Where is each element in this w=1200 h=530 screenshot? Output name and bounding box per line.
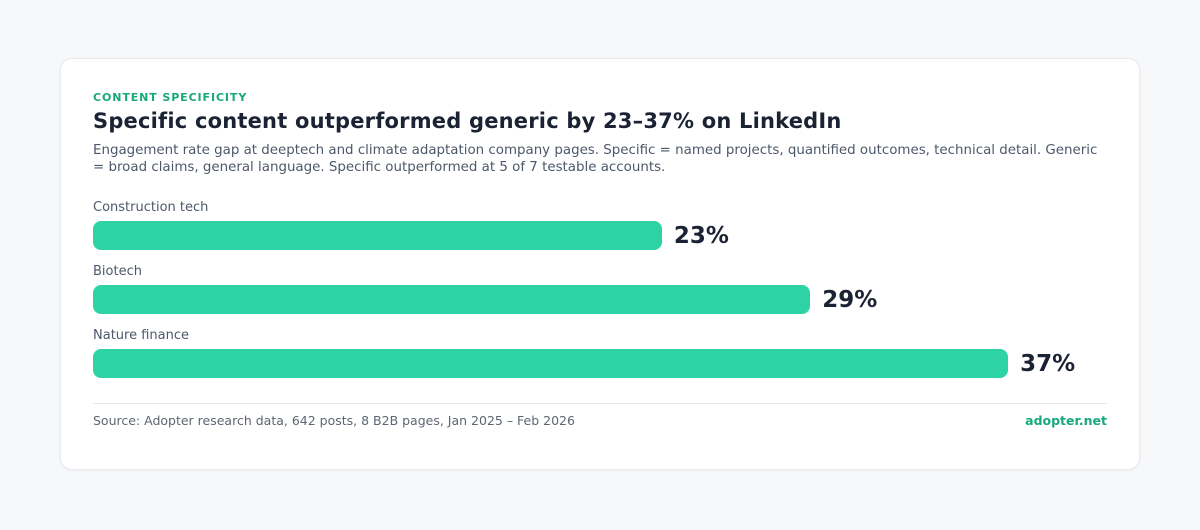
bar-track: 29% — [93, 285, 1107, 314]
bar-category-label: Biotech — [93, 264, 142, 279]
source-text: Source: Adopter research data, 642 posts… — [93, 413, 575, 428]
divider — [93, 403, 1107, 404]
bar-value-label: 29% — [822, 286, 878, 313]
page-title: Specific content outperformed generic by… — [93, 109, 842, 133]
bar-row: Nature finance 37% — [93, 328, 1107, 378]
bar-chart: Construction tech 23% Biotech 29% Nature fin… — [93, 200, 1107, 378]
bar-value-label: 23% — [673, 222, 729, 249]
bar — [93, 221, 662, 250]
bar-track: 37% — [93, 349, 1107, 378]
bar — [93, 349, 1009, 378]
bar-track: 23% — [93, 221, 1107, 250]
bar-category-label: Construction tech — [93, 200, 209, 215]
bar-rows: Construction tech 23% Biotech 29% Nature fin… — [93, 200, 1107, 378]
bar-category-label: Nature finance — [93, 328, 189, 343]
bar-value-label: 37% — [1020, 350, 1076, 377]
eyebrow-label: CONTENT SPECIFICITY — [93, 91, 248, 104]
bar — [93, 285, 811, 314]
subtitle-text: Engagement rate gap at deeptech and clim… — [93, 143, 1098, 175]
site-link[interactable]: adopter.net — [1025, 413, 1107, 428]
content-card: CONTENT SPECIFICITY Specific content out… — [60, 58, 1140, 470]
bar-row: Construction tech 23% — [93, 200, 1107, 250]
bar-row: Biotech 29% — [93, 264, 1107, 314]
footer: Source: Adopter research data, 642 posts… — [93, 413, 1107, 428]
